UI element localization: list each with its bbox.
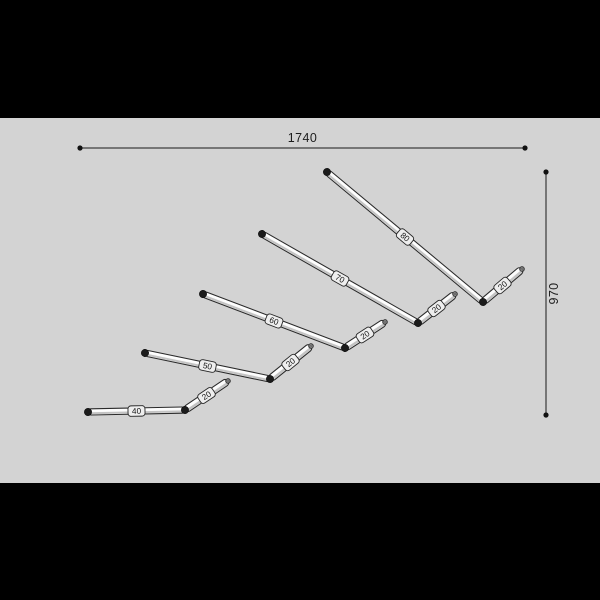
badge-riser-5: 20 — [493, 276, 512, 295]
badge-riser-4: 20 — [427, 299, 446, 318]
badge-box — [493, 276, 512, 295]
bar-endcap — [323, 168, 331, 176]
bar-endcap — [141, 349, 149, 357]
letterbox-bottom — [0, 483, 600, 600]
pivot-joint — [519, 266, 525, 272]
pivot-center — [520, 267, 524, 271]
dim-endpoint-left — [77, 145, 83, 151]
dim-label-horizontal: 1740 — [288, 131, 317, 145]
dim-label-vertical: 970 — [547, 282, 561, 304]
badge-bar-80: 80 — [395, 228, 415, 246]
letterbox-top — [0, 0, 600, 118]
bar-endcap — [414, 319, 422, 327]
badge-box — [264, 313, 284, 329]
badge-label: 50 — [202, 361, 213, 372]
pivot-joint — [382, 319, 388, 325]
pivot-center — [383, 320, 387, 324]
badge-bar-60: 60 — [264, 313, 284, 329]
badge-label: 70 — [334, 273, 347, 286]
bar-endcap — [84, 408, 92, 416]
dim-endpoint-top — [543, 169, 549, 175]
badge-box — [281, 353, 300, 372]
badge-box — [127, 405, 146, 417]
badge-box — [198, 359, 217, 373]
cad-canvas: 1740 970 40 20 50 20 60 20 70 20 80 20 — [0, 118, 600, 483]
pivot-joint — [225, 378, 231, 384]
badge-bar-70: 70 — [330, 270, 350, 287]
linkage-drawing: 1740 970 40 20 50 20 60 20 70 20 80 20 — [77, 131, 561, 418]
badge-label: 60 — [268, 315, 280, 327]
dim-endpoint-right — [522, 145, 528, 151]
bar-endcap — [266, 375, 274, 383]
badge-box — [427, 299, 446, 318]
pivot-joint — [452, 291, 458, 297]
bar-endcap — [181, 406, 189, 414]
bar-endcap — [479, 298, 487, 306]
pivot-joint — [308, 343, 314, 349]
badge-box — [197, 387, 216, 404]
bar-endcap — [199, 290, 207, 298]
pivot-center — [453, 292, 457, 296]
badge-bar-50: 50 — [198, 359, 217, 373]
dimension-horizontal: 1740 — [77, 131, 528, 151]
badge-box — [330, 270, 350, 287]
badge-riser-2: 20 — [281, 353, 300, 372]
badge-riser-1: 20 — [197, 387, 216, 404]
dimension-vertical: 970 — [543, 169, 561, 418]
bar-endcap — [341, 344, 349, 352]
dim-endpoint-bottom — [543, 412, 549, 418]
pivot-center — [226, 379, 230, 383]
badge-riser-3: 20 — [355, 326, 375, 344]
badge-box — [395, 228, 415, 246]
badge-bar-40: 40 — [127, 405, 146, 417]
member-labels: 40 20 50 20 60 20 70 20 80 20 — [127, 228, 512, 417]
badge-box — [355, 326, 375, 344]
bar-endcap — [258, 230, 266, 238]
linkage-members — [84, 168, 525, 416]
pivot-center — [309, 344, 313, 348]
badge-label: 40 — [132, 407, 142, 416]
